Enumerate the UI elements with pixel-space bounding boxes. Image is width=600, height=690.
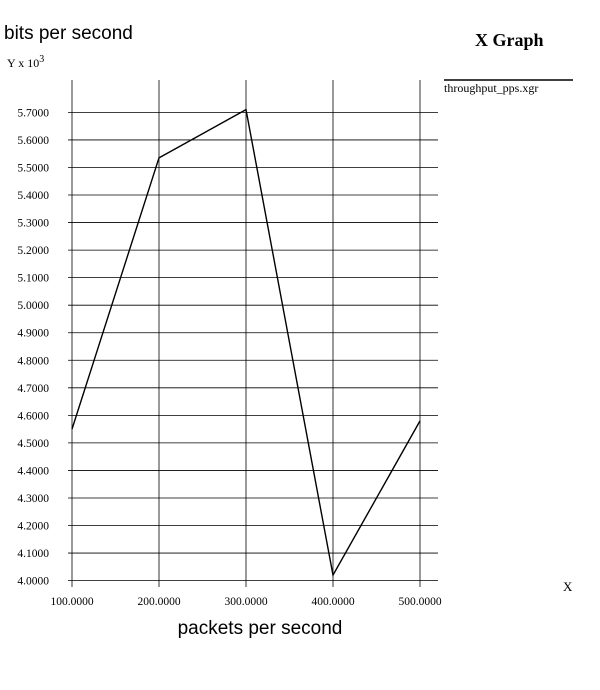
y-tick-label: 4.8000 (17, 355, 49, 367)
y-tick-label: 4.2000 (17, 521, 49, 533)
y-tick-label: 4.7000 (17, 383, 49, 395)
y-tick-label: 5.3000 (17, 218, 49, 230)
y-tick-label: 4.3000 (17, 493, 49, 505)
y-tick-label: 4.6000 (17, 410, 49, 422)
y-tick-label: 5.0000 (17, 300, 49, 312)
y-tick-label: 4.1000 (17, 548, 49, 560)
x-tick-label: 200.0000 (137, 596, 180, 608)
y-axis-label: bits per second (4, 23, 133, 44)
x-tick-labels: 100.0000 200.0000 300.0000 400.0000 500.0000 (50, 596, 441, 608)
x-tick-label: 400.0000 (311, 596, 354, 608)
y-tick-label: 4.9000 (17, 328, 49, 340)
y-tick-label: 5.4000 (17, 190, 49, 202)
y-tick-label: 5.7000 (17, 107, 49, 119)
y-tick-labels: 4.0000 4.1000 4.2000 4.3000 4.4000 4.5000 4.60… (17, 107, 49, 587)
y-multiplier-prefix: Y x 10 (7, 56, 39, 70)
series-layer (71, 108, 421, 578)
y-tick-label: 5.5000 (17, 162, 49, 174)
graph-title: X Graph (475, 30, 544, 50)
legend-entry: throughput_pps.xgr (444, 81, 538, 95)
y-tick-label: 5.2000 (17, 245, 49, 257)
series-line (71, 108, 421, 578)
y-tick-label: 4.5000 (17, 438, 49, 450)
x-tick-label: 300.0000 (224, 596, 267, 608)
y-multiplier-exponent: 3 (39, 54, 44, 65)
x-axis-label: packets per second (178, 618, 343, 639)
y-tick-label: 4.0000 (17, 576, 49, 588)
y-tick-label: 5.6000 (17, 135, 49, 147)
y-tick-label: 5.1000 (17, 273, 49, 285)
grid (68, 80, 438, 587)
y-multiplier-label: Y x 103 (7, 54, 44, 70)
y-tick-label: 4.4000 (17, 465, 49, 477)
x-tick-label: 500.0000 (398, 596, 441, 608)
x-axis-letter: X (563, 579, 573, 594)
x-tick-label: 100.0000 (50, 596, 93, 608)
